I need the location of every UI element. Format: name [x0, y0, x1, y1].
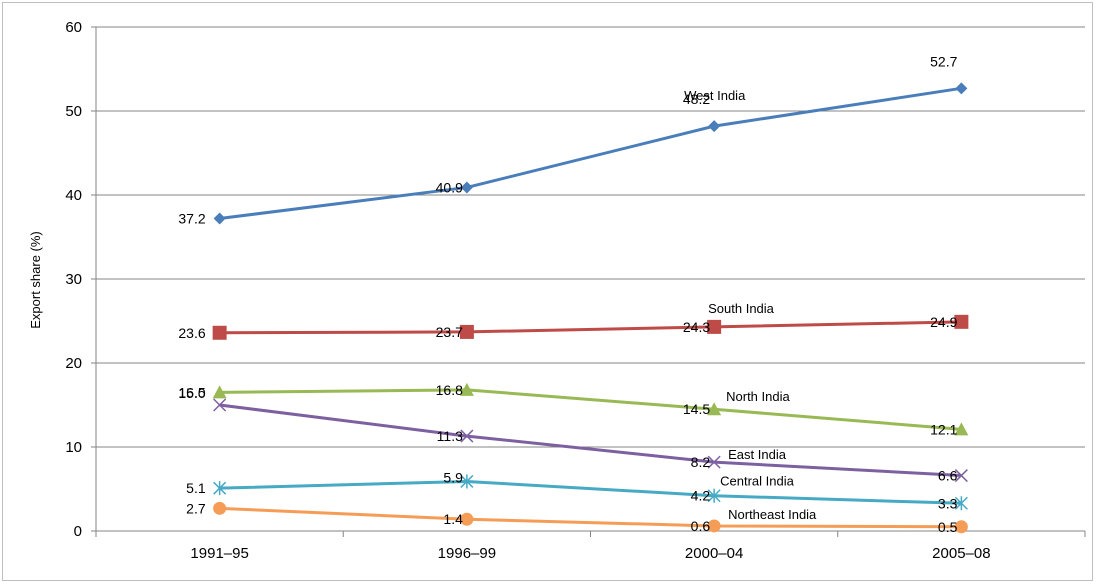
- data-point: [213, 481, 227, 496]
- x-tick-label: 1996–99: [438, 545, 496, 562]
- y-tick-label: 30: [65, 271, 82, 288]
- data-point: [954, 314, 969, 329]
- data-label: 1.4: [443, 511, 463, 527]
- data-label: 0.6: [691, 518, 711, 534]
- data-point: [954, 520, 968, 534]
- series-line: [219, 320, 962, 335]
- data-point: [213, 501, 227, 515]
- data-label: 11.3: [437, 428, 463, 444]
- data-label: 40.9: [436, 179, 463, 195]
- y-tick-label: 50: [65, 103, 82, 120]
- data-point: [707, 488, 721, 503]
- gridlines: [96, 26, 1085, 448]
- data-label: 48.2: [683, 91, 710, 107]
- data-label: 37.2: [178, 211, 205, 227]
- series-name-label: North India: [726, 389, 790, 404]
- data-label: 23.6: [178, 325, 205, 341]
- data-point: [954, 469, 968, 483]
- y-tick-label: 0: [74, 523, 82, 540]
- data-point: [707, 519, 721, 533]
- data-point: [954, 422, 969, 436]
- y-axis-label: Export share (%): [28, 231, 43, 329]
- data-label: 5.9: [443, 469, 463, 485]
- data-labels: 37.2 40.9 48.2 52.7 23.6 23.7 24.3 24.9 16.5 16.8…: [178, 53, 957, 534]
- data-label: 5.1: [186, 480, 206, 496]
- data-label: 6.6: [938, 468, 958, 484]
- data-point: [460, 474, 474, 489]
- series-south-india: [212, 314, 969, 340]
- series-west-india: [213, 82, 968, 225]
- y-tick-labels: 0 10 20 30 40 50 60: [65, 19, 82, 540]
- data-point: [212, 385, 227, 399]
- data-point: [460, 429, 474, 443]
- data-label: 16.8: [436, 382, 463, 398]
- series-name-label: South India: [708, 301, 775, 316]
- data-label: 4.2: [691, 488, 711, 504]
- data-point: [708, 120, 721, 133]
- data-point: [707, 319, 722, 334]
- data-label: 2.7: [186, 500, 206, 516]
- series-line: [219, 506, 962, 529]
- data-point: [459, 382, 474, 396]
- x-tick-label: 1991–95: [190, 545, 248, 562]
- data-label: 12.1: [930, 421, 957, 437]
- data-label: 15.0: [178, 385, 205, 401]
- series-north-india: [212, 382, 969, 436]
- data-label: 16.5: [178, 384, 205, 400]
- data-point: [459, 324, 474, 339]
- data-point: [707, 455, 721, 469]
- data-label: 3.3: [938, 495, 958, 511]
- series-line: [219, 479, 962, 505]
- y-tick-label: 60: [65, 19, 82, 36]
- series-name-label: West India: [684, 88, 746, 103]
- series-name-label: East India: [728, 447, 787, 462]
- series-line: [219, 403, 962, 478]
- data-point: [954, 496, 968, 511]
- y-tick-label: 40: [65, 187, 82, 204]
- data-point: [460, 512, 474, 526]
- data-label: 24.3: [683, 319, 710, 335]
- data-label: 14.5: [683, 401, 710, 417]
- x-tick-label: 2005–08: [932, 545, 990, 562]
- data-label: 24.9: [930, 314, 957, 330]
- axes: [91, 26, 1086, 537]
- series-central-india: [213, 474, 968, 511]
- data-point: [212, 325, 227, 340]
- data-label: 0.5: [938, 519, 958, 535]
- series-east-india: [213, 398, 968, 483]
- data-point: [707, 402, 722, 416]
- data-point: [213, 398, 227, 412]
- data-point: [460, 181, 473, 194]
- series-name-label: Northeast India: [728, 507, 817, 522]
- data-point: [213, 212, 226, 225]
- series-northeast-india: [213, 501, 968, 534]
- series-line: [219, 86, 962, 221]
- data-point: [955, 82, 968, 95]
- data-label: 23.7: [436, 324, 463, 340]
- y-tick-label: 10: [65, 439, 82, 456]
- x-tick-label: 2000–04: [685, 545, 743, 562]
- series-name-label: Central India: [720, 474, 794, 489]
- data-label: 52.7: [930, 53, 957, 69]
- y-tick-label: 20: [65, 355, 82, 372]
- data-label: 8.2: [691, 454, 711, 470]
- series-line: [219, 388, 962, 431]
- series-group: [212, 82, 969, 534]
- x-tick-labels: 1991–95 1996–99 2000–04 2005–08: [190, 545, 990, 562]
